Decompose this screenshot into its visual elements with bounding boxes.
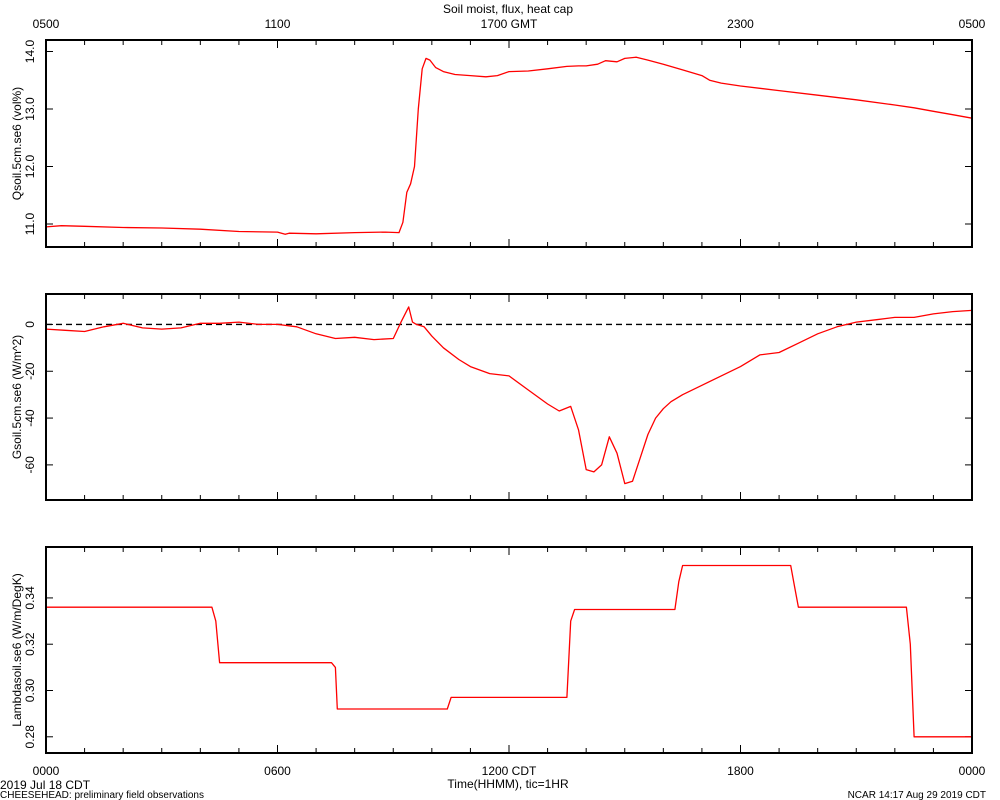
series-line-2 [45,306,973,485]
y-tick-label: 0 [23,321,37,328]
bottom-axis-label: 1800 [727,764,754,778]
y-tick-label: -60 [23,456,37,474]
y-tick-label: -40 [23,409,37,427]
y-axis-label: Qsoil.5cm.se6 (vol%) [10,87,24,200]
top-axis-label: 0500 [959,17,986,31]
chart-panel-2: -60 -40 -20 0 Gsoil.5cm.se6 (W/m^2) [10,293,973,501]
plot-frame [45,293,973,501]
y-tick-label: -20 [23,362,37,380]
top-axis-label: 1700 GMT [481,17,538,31]
top-axis-label: 0500 [33,17,60,31]
bottom-axis-label: 0000 [33,764,60,778]
y-tick-label: 0.32 [23,632,37,656]
top-axis-label: 1100 [265,17,291,31]
chart-title: Soil moist, flux, heat cap [443,2,573,16]
y-axis-label: Gsoil.5cm.se6 (W/m^2) [10,335,24,459]
bottom-axis-label: 1200 CDT [482,764,537,778]
footer-date: 2019 Jul 18 CDT [0,778,91,792]
y-tick-label: 0.28 [23,725,37,749]
plot-frame [45,546,973,754]
top-time-axis: 0500 1100 1700 GMT 2300 0500 [33,17,986,31]
y-tick-label: 0.30 [23,679,37,703]
y-axis-label: Lambdasoil.se6 (W/m/DegK) [10,573,24,726]
series-line-1 [45,56,973,235]
bottom-axis-label: 0600 [264,764,291,778]
x-axis-title: Time(HHMM), tic=1HR [447,777,569,791]
chart-panel-1: 11.0 12.0 13.0 14.0 Qsoil.5cm.se6 (vol%) [10,39,973,248]
bottom-time-axis: 0000 0600 1200 CDT 1800 0000 [33,764,986,778]
footer-project: CHEESEHEAD: preliminary field observatio… [0,790,204,800]
y-tick-label: 14.0 [23,39,37,63]
y-tick-label: 11.0 [23,212,37,235]
top-axis-label: 2300 [727,17,754,31]
series-line-3 [46,564,972,738]
y-tick-label: 0.34 [23,586,37,610]
footer-stamp: NCAR 14:17 Aug 29 2019 CDT [848,790,986,800]
y-tick-label: 12.0 [23,154,37,178]
y-tick-label: 13.0 [23,97,37,121]
bottom-axis-label: 0000 [959,764,986,778]
plot-frame [45,39,973,248]
